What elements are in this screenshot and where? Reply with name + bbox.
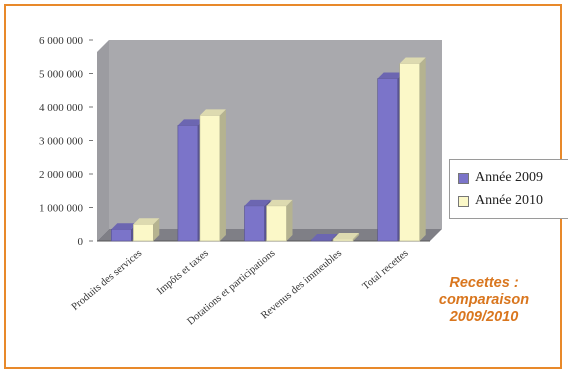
bar-0-4 (378, 79, 398, 241)
x-tick-label: Impôts et taxes (155, 248, 211, 297)
caption-line-2: comparaison (414, 292, 554, 309)
x-axis: Produits des services Impôts et taxesDota… (70, 248, 411, 328)
legend-swatch-2009 (458, 173, 469, 184)
bar-side (220, 109, 226, 241)
y-tick-label: 5 000 000 (39, 69, 84, 81)
bar-0-0 (111, 229, 131, 241)
legend-item-2010: Année 2010 (458, 192, 543, 210)
y-tick-label: 6 000 000 (39, 35, 84, 47)
caption-line-3: 2009/2010 (414, 309, 554, 326)
bar-1-4 (400, 63, 420, 241)
legend-swatch-2010 (458, 196, 469, 207)
bar-0-3 (311, 240, 331, 241)
y-axis: 6 000 000 5 000 000 4 000 000 3 000 000 2 00… (39, 35, 93, 248)
chart-caption: Recettes : comparaison 2009/2010 (414, 275, 554, 326)
bar-1-3 (333, 239, 353, 241)
caption-line-1: Recettes : (414, 275, 554, 292)
y-tick-label: 4 000 000 (39, 102, 84, 114)
bar-side (420, 57, 426, 241)
bar-1-1 (200, 115, 220, 241)
x-tick-label: Produits des services (70, 248, 145, 313)
legend-label-2009: Année 2009 (475, 170, 543, 186)
y-tick-label: 2 000 000 (39, 169, 84, 181)
y-tick-label: 1 000 000 (39, 203, 84, 215)
chart-legend: Année 2009 Année 2010 (449, 159, 568, 219)
bar-0-1 (178, 125, 198, 241)
bar-side (287, 200, 293, 241)
bar-1-2 (267, 206, 287, 241)
y-tick-label: 3 000 000 (39, 136, 84, 148)
legend-item-2009: Année 2009 (458, 169, 543, 187)
legend-label-2010: Année 2010 (475, 193, 543, 209)
bar-1-0 (133, 224, 153, 241)
bar-0-2 (245, 206, 265, 241)
x-tick-label: Total recettes (361, 248, 411, 292)
left-wall (97, 40, 109, 241)
y-tick-label: 0 (78, 236, 84, 248)
